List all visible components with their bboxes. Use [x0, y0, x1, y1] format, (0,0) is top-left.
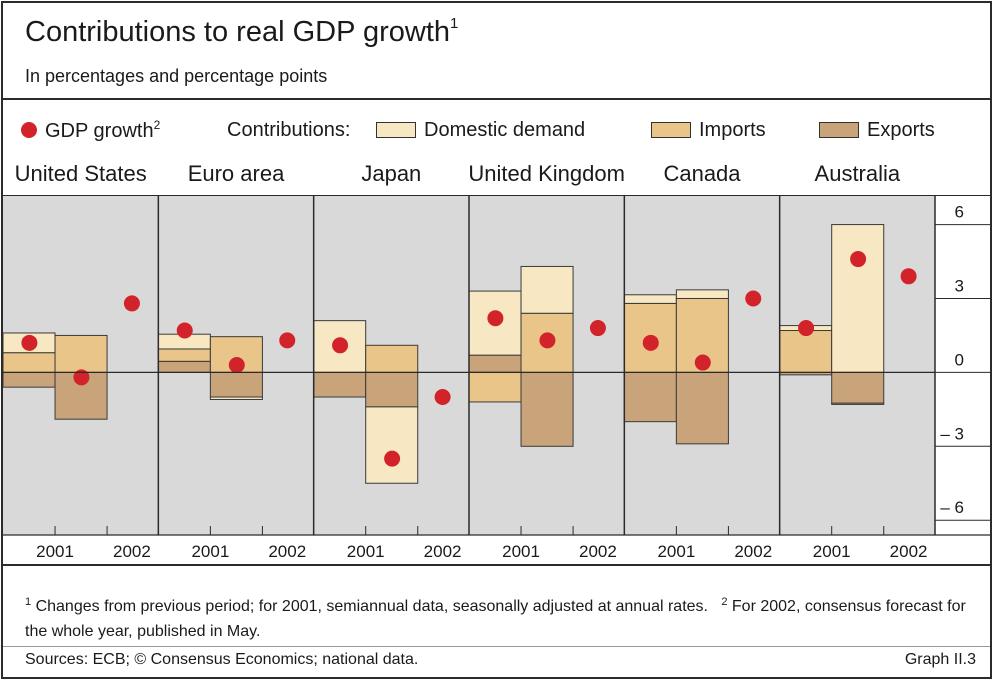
region-label: Canada — [663, 161, 741, 186]
graph-number: Graph II.3 — [904, 651, 976, 668]
domestic-swatch-icon — [376, 122, 416, 138]
sources-text: Sources: ECB; © Consensus Economics; nat… — [25, 651, 419, 668]
x-tick-label: 2002 — [734, 542, 772, 561]
gdp-point — [176, 322, 193, 339]
gdp-point — [228, 357, 245, 373]
bar-segment-imports — [468, 371, 522, 403]
x-tick-label: 2001 — [191, 542, 229, 561]
legend-item-gdp: GDP growth2 — [21, 117, 160, 143]
divider — [3, 98, 990, 100]
gdp-point — [589, 320, 606, 337]
x-tick-label: 2002 — [890, 542, 928, 561]
bar-segment-exports — [2, 371, 56, 388]
bar-segment-domestic — [675, 289, 729, 299]
bar-segment-imports — [2, 352, 56, 373]
x-tick-label: 2001 — [813, 542, 851, 561]
bar-segment-domestic — [831, 224, 885, 373]
chart-svg: 2001 2002 2001 2002 2001 2002 2001 2002 2001 2002… — [2, 195, 990, 561]
y-axis-area — [935, 195, 990, 535]
panel-australia — [779, 224, 917, 405]
x-tick-label: 2001 — [347, 542, 385, 561]
gdp-point — [73, 369, 90, 386]
legend-gdp-label: GDP growth2 — [45, 117, 161, 142]
bar-segment-imports — [54, 334, 108, 373]
legend-item-imports: Imports — [651, 117, 766, 143]
bar-segment-imports — [831, 402, 885, 405]
panel-euro-area — [157, 322, 296, 400]
x-tick-label: 2002 — [579, 542, 617, 561]
x-tick-label: 2002 — [424, 542, 462, 561]
bar-segment-exports — [209, 371, 263, 398]
x-tick-label: 2002 — [268, 542, 306, 561]
legend-domestic-label: Domestic demand — [424, 118, 586, 141]
bar-segment-exports — [157, 360, 211, 373]
bar-segment-domestic — [520, 265, 574, 314]
legend-contributions-label: Contributions: — [227, 118, 351, 141]
y-tick-label: 6 — [955, 203, 964, 222]
x-tick-label: 2001 — [502, 542, 540, 561]
region-label: Australia — [814, 161, 901, 186]
gdp-point — [384, 450, 401, 467]
bar-segment-exports — [831, 371, 885, 404]
exports-swatch-icon — [819, 122, 859, 138]
legend-exports-label: Exports — [867, 118, 935, 141]
gdp-dot-icon — [21, 122, 37, 138]
bar-segment-imports — [365, 344, 419, 373]
bar-segment-domestic — [209, 396, 263, 400]
panel-united-kingdom — [468, 265, 606, 447]
bar-segment-exports — [313, 371, 367, 398]
gdp-point — [434, 389, 451, 406]
footnotes: 1 Changes from previous period; for 2001… — [25, 596, 966, 640]
chart-title: Contributions to real GDP growth1 — [25, 15, 459, 48]
legend-imports-label: Imports — [699, 118, 766, 141]
region-label: Japan — [361, 161, 422, 186]
gdp-point — [745, 290, 762, 307]
bar-segment-domestic — [623, 294, 677, 304]
divider — [3, 646, 990, 647]
x-tick-label: 2001 — [36, 542, 74, 561]
region-label: Euro area — [187, 161, 285, 186]
panel-canada — [623, 289, 762, 445]
y-tick-label: 3 — [955, 276, 964, 295]
bar-segment-imports — [779, 330, 833, 373]
gdp-point — [539, 332, 556, 349]
gdp-point — [798, 320, 815, 337]
gdp-point — [642, 334, 659, 351]
gdp-point — [850, 251, 867, 268]
bar-segment-exports — [468, 354, 522, 373]
x-tick-label: 2001 — [657, 542, 695, 561]
gdp-point — [123, 295, 140, 312]
bar-segment-imports — [157, 348, 211, 362]
gdp-point — [332, 337, 349, 354]
gdp-point — [279, 332, 296, 349]
gdp-point — [900, 268, 917, 285]
bar-segment-domestic — [365, 406, 419, 484]
legend-item-domestic: Domestic demand — [376, 117, 585, 143]
gdp-point — [694, 354, 711, 371]
gdp-point — [487, 310, 504, 327]
bar-segment-exports — [623, 371, 677, 423]
y-tick-label: 0 — [955, 350, 964, 369]
divider — [3, 564, 990, 566]
gdp-point — [21, 334, 38, 351]
y-tick-label: – 6 — [940, 498, 964, 517]
bar-segment-exports — [520, 371, 574, 447]
plot-area: 2001 2002 2001 2002 2001 2002 2001 2002 2001 2002… — [2, 195, 990, 568]
bar-segment-exports — [675, 371, 729, 445]
region-labels: United States Euro area Japan United Kingdo… — [3, 161, 990, 191]
x-tick-label: 2002 — [113, 542, 151, 561]
legend-item-exports: Exports — [819, 117, 935, 143]
bar-segment-exports — [365, 371, 419, 408]
imports-swatch-icon — [651, 122, 691, 138]
y-tick-label: – 3 — [940, 424, 964, 443]
region-label: United Kingdom — [468, 161, 625, 186]
region-label: United States — [14, 161, 147, 186]
panel-united-states — [2, 295, 140, 420]
chart-subtitle: In percentages and percentage points — [25, 66, 328, 86]
